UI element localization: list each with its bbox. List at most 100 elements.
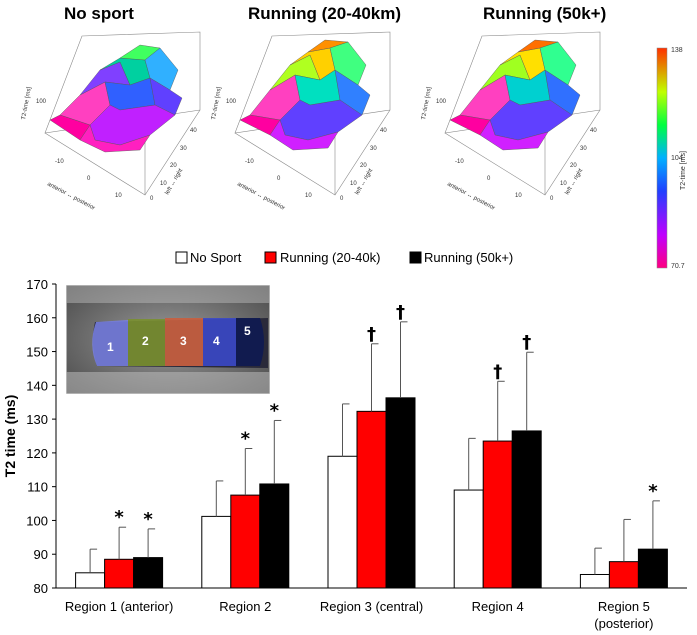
x-axis-label: anterior ↔ posterior <box>236 181 286 211</box>
surface-mesh <box>239 39 371 151</box>
x-tick-label: Region 2 <box>219 599 271 614</box>
bar-running-50k <box>637 548 668 589</box>
colorbar-max: 138 <box>671 47 683 54</box>
inset-region-1 <box>92 320 128 366</box>
x-tick: 10 <box>305 193 312 199</box>
y-tick: 30 <box>370 146 377 152</box>
legend-label-running-50k: Running (50k+) <box>424 250 513 265</box>
inset-region-4 <box>203 318 236 366</box>
x-tick-label: Region 4 <box>472 599 524 614</box>
significance-marker: † <box>493 361 502 382</box>
inset-region-label: 2 <box>142 334 149 348</box>
y-tick: 10 <box>160 181 167 187</box>
z-axis-label: T2-time [ms] <box>211 86 223 120</box>
legend-swatch-no-sport <box>175 251 188 264</box>
surface-plot-title: Running (50k+) <box>483 4 606 23</box>
x-tick: 0 <box>87 176 91 182</box>
surface-plot-2: Running (20-40km) T2-time [ms] 100 -10 0… <box>211 4 401 212</box>
z-tick: 100 <box>226 99 237 105</box>
x-axis-label: anterior ↔ posterior <box>446 181 496 211</box>
y-tick-labels: 80 90 100 110 120 130 140 150 160 170 <box>26 277 56 596</box>
legend-label-no-sport: No Sport <box>190 250 242 265</box>
y-tick: 40 <box>380 128 387 134</box>
y-tick: 10 <box>560 181 567 187</box>
bar-no-sport <box>453 489 484 589</box>
surface-plot-title: No sport <box>64 4 134 23</box>
z-axis-label: T2-time [ms] <box>421 86 433 120</box>
z-axis-label: T2-time [ms] <box>21 86 33 120</box>
colorbar-mid: 104 <box>671 155 683 162</box>
inset-region-label: 5 <box>244 324 251 338</box>
colorbar: 138 104 70.7 T2-time [ms] <box>656 47 687 270</box>
bar-no-sport <box>75 572 106 589</box>
y-tick: 40 <box>190 128 197 134</box>
x-tick-label: Region 5 <box>598 599 650 614</box>
x-tick-labels: Region 1 (anterior) Region 2 Region 3 (cen… <box>65 599 654 631</box>
colorbar-min: 70.7 <box>671 263 685 270</box>
significance-marker: * <box>114 507 124 528</box>
y-tick: 0 <box>340 196 344 202</box>
y-tick: 20 <box>360 163 367 169</box>
z-tick: 100 <box>436 99 447 105</box>
x-tick: 0 <box>277 176 281 182</box>
colorbar-gradient <box>656 47 668 269</box>
inset-region-2 <box>128 319 165 366</box>
y-tick: 40 <box>590 128 597 134</box>
significance-marker: * <box>270 400 280 421</box>
x-tick: 0 <box>487 176 491 182</box>
bar-no-sport <box>201 515 232 589</box>
surface-mesh <box>49 44 183 153</box>
y-axis-title: T2 time (ms) <box>2 395 18 477</box>
y-axis-label: left ↔ right <box>165 168 185 196</box>
y-axis-label: left ↔ right <box>565 168 585 196</box>
bar-running-20-40k <box>356 410 387 589</box>
y-tick: 0 <box>550 196 554 202</box>
y-tick: 0 <box>150 196 154 202</box>
inset-mri-image: 1 2 3 4 5 <box>65 284 271 395</box>
significance-marker: * <box>648 481 658 502</box>
inset-region-label: 3 <box>180 334 187 348</box>
y-tick-label: 120 <box>26 446 48 461</box>
y-tick-label: 100 <box>26 513 48 528</box>
y-axis-label: left ↔ right <box>355 168 375 196</box>
bar-running-50k <box>259 483 290 589</box>
significance-marker: † <box>396 302 405 323</box>
legend: No Sport Running (20-40k) Running (50k+) <box>175 250 513 265</box>
x-axis-label: anterior ↔ posterior <box>46 181 96 211</box>
x-tick: -10 <box>455 159 464 165</box>
y-tick: 30 <box>180 146 187 152</box>
bar-no-sport <box>579 573 610 589</box>
bar-no-sport <box>327 455 358 589</box>
surface-plot-1: No sport T2-time [ms] 100 -10 0 10 anter… <box>21 4 201 212</box>
legend-swatch-running-50k <box>409 251 422 264</box>
x-tick: -10 <box>55 159 64 165</box>
y-axis: 80 90 100 110 120 130 140 150 160 170 T2 time (ms… <box>2 277 57 596</box>
surface-plot-3: Running (50k+) T2-time [ms] 100 -10 0 10… <box>421 4 606 212</box>
x-tick-label: Region 1 (anterior) <box>65 599 173 614</box>
significance-marker: † <box>367 324 376 345</box>
legend-label-running-20-40k: Running (20-40k) <box>280 250 380 265</box>
x-tick-label: Region 3 (central) <box>320 599 423 614</box>
y-tick-label: 90 <box>34 547 48 562</box>
x-tick-label-line2: (posterior) <box>594 616 653 631</box>
inset-region-5 <box>236 318 264 366</box>
surface-plot-title: Running (20-40km) <box>248 4 401 23</box>
significance-marker: * <box>143 509 153 530</box>
y-tick: 20 <box>570 163 577 169</box>
bar-running-20-40k <box>608 561 639 589</box>
y-tick-label: 110 <box>27 480 48 495</box>
significance-marker: * <box>241 428 251 449</box>
y-tick: 20 <box>170 163 177 169</box>
inset-region-3 <box>165 318 203 366</box>
legend-swatch-running-20-40k <box>264 251 277 264</box>
significance-marker: † <box>522 332 531 353</box>
x-tick: 10 <box>515 193 522 199</box>
y-tick-label: 160 <box>26 311 48 326</box>
y-tick-label: 140 <box>26 378 48 393</box>
y-tick: 30 <box>580 146 587 152</box>
y-tick-label: 130 <box>26 412 48 427</box>
colorbar-label: T2-time [ms] <box>680 151 687 190</box>
bar-running-20-40k <box>104 558 135 589</box>
y-tick-label: 170 <box>26 277 48 292</box>
